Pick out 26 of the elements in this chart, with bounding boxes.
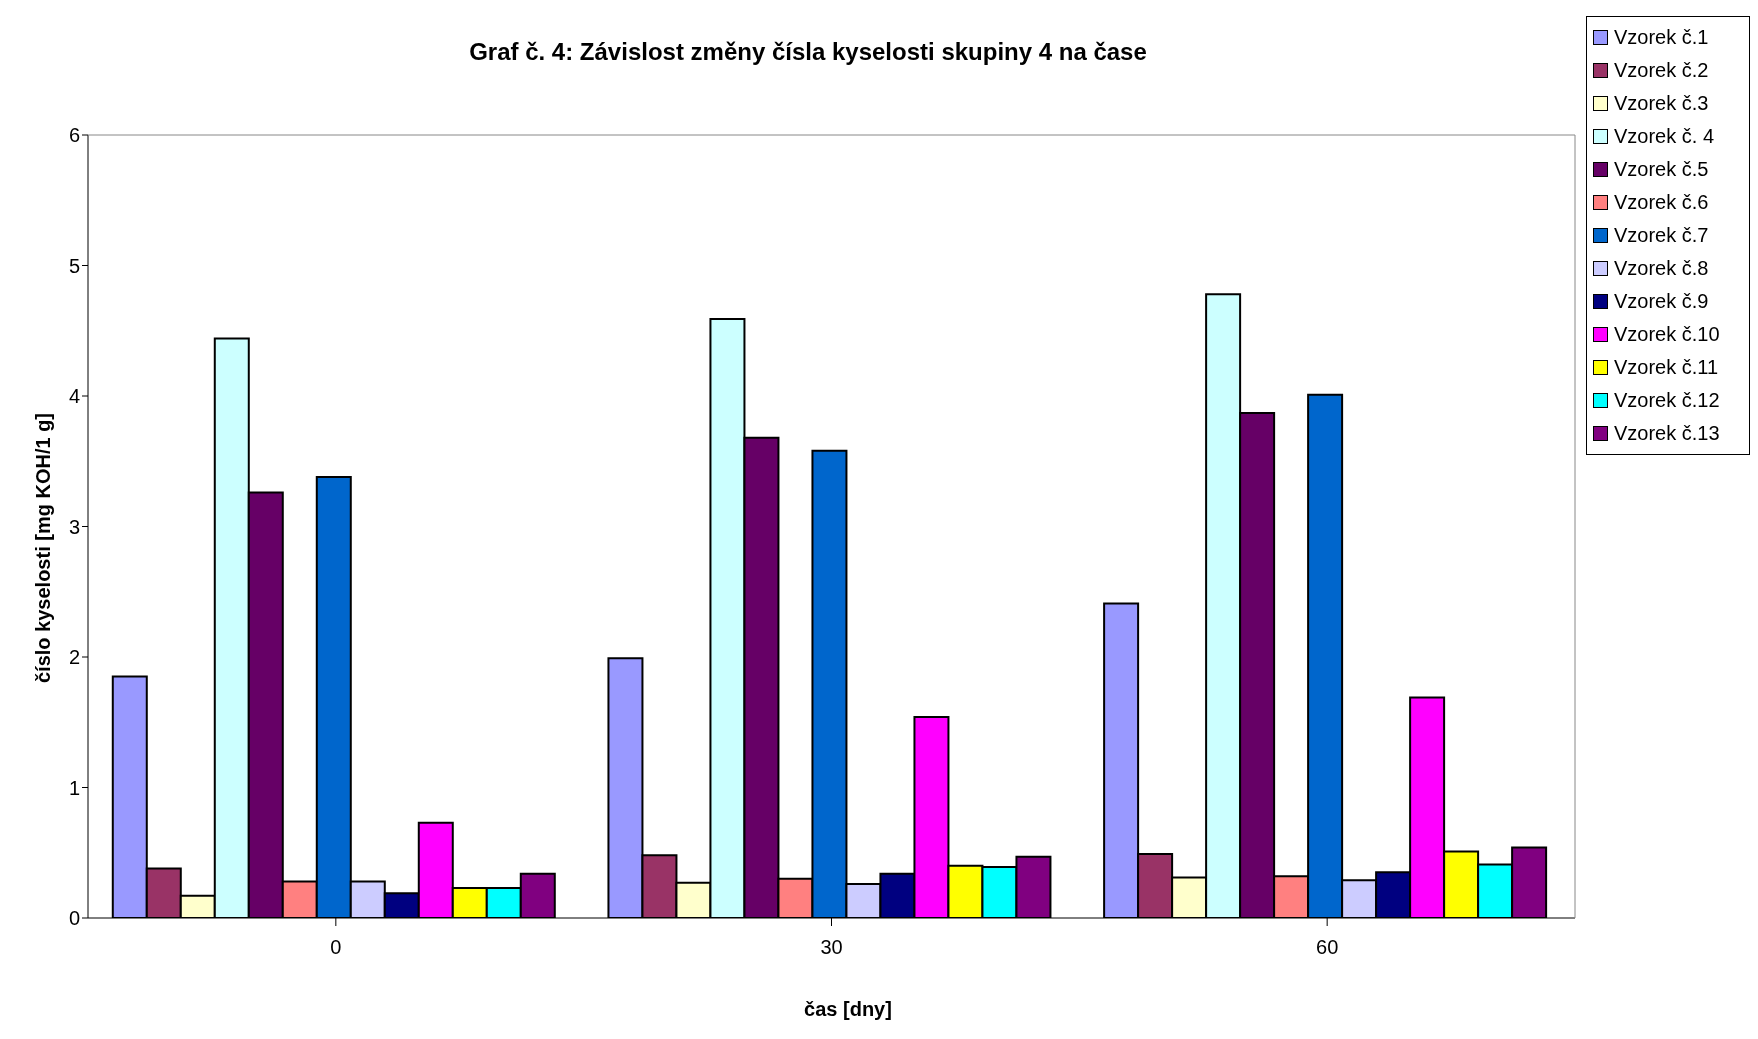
legend-label: Vzorek č.1 (1614, 25, 1709, 50)
legend-label: Vzorek č.12 (1614, 388, 1720, 413)
legend-label: Vzorek č.7 (1614, 223, 1709, 248)
legend-label: Vzorek č. 4 (1614, 124, 1715, 149)
legend-label: Vzorek č.11 (1614, 355, 1719, 380)
x-tick-label: 30 (820, 936, 843, 959)
y-tick-label: 0 (68, 907, 80, 930)
x-tick-label: 0 (330, 936, 342, 959)
y-tick-label: 4 (68, 385, 80, 408)
y-tick-label: 6 (68, 124, 80, 147)
legend-label: Vzorek č.2 (1614, 58, 1709, 83)
legend-label: Vzorek č.9 (1614, 289, 1709, 314)
y-tick-label: 2 (68, 646, 80, 669)
y-tick-label: 5 (68, 254, 80, 277)
legend-label: Vzorek č.5 (1614, 157, 1709, 182)
y-tick-label: 1 (68, 776, 80, 799)
legend-label: Vzorek č.13 (1614, 421, 1720, 446)
legend-label: Vzorek č.3 (1614, 91, 1709, 116)
y-axis-title: číslo kyselosti [mg KOH/1 g] (31, 412, 55, 684)
x-tick-label: 60 (1316, 936, 1339, 959)
y-tick-label: 3 (68, 515, 80, 538)
chart-title: Graf č. 4: Závislost změny čísla kyselosti skupiny 4 na čase (468, 38, 1148, 66)
legend-label: Vzorek č.8 (1614, 256, 1709, 281)
legend-label: Vzorek č.10 (1614, 322, 1720, 347)
x-axis-title: čas [dny] (803, 998, 893, 1021)
legend-label: Vzorek č.6 (1614, 190, 1709, 215)
